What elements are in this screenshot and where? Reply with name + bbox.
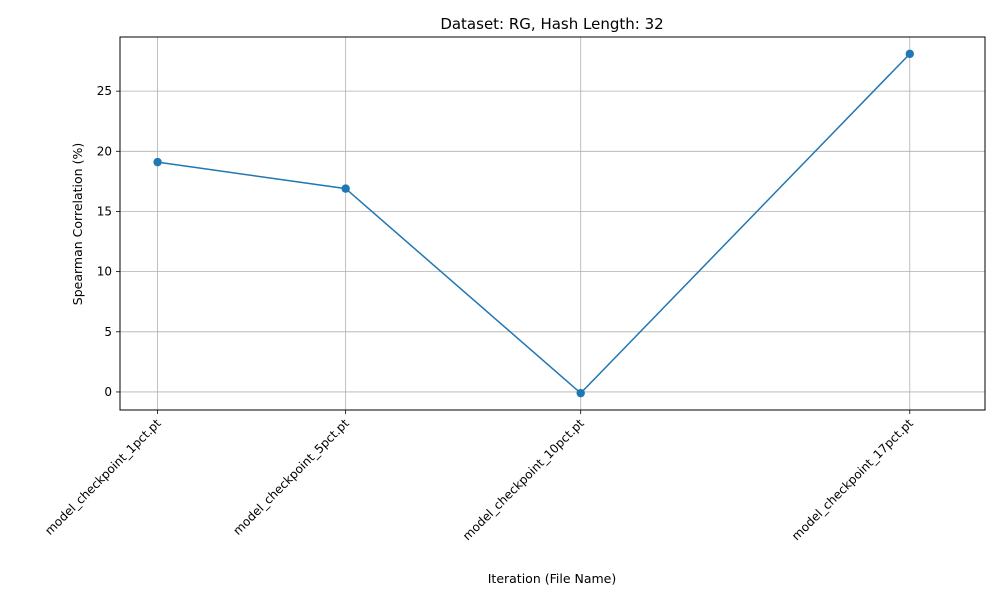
chart-title: Dataset: RG, Hash Length: 32: [440, 15, 663, 33]
data-point-2: [576, 388, 585, 398]
y-tick-label-1: 5: [104, 325, 112, 339]
series-layer: [153, 49, 914, 398]
y-axis-label: Spearman Correlation (%): [70, 143, 85, 305]
axes-frame: [119, 36, 986, 411]
y-tick-label-4: 20: [97, 144, 112, 158]
grid-layer: [120, 37, 985, 410]
y-tick-label-5: 25: [97, 84, 112, 98]
data-point-0: [153, 157, 162, 167]
y-tick-label-3: 15: [97, 204, 112, 218]
y-tick-label-0: 0: [104, 385, 112, 399]
x-axis-label: Iteration (File Name): [488, 571, 617, 586]
y-tick-label-2: 10: [97, 265, 112, 279]
data-point-1: [341, 184, 350, 193]
series-line: [157, 53, 911, 395]
data-point-3: [905, 49, 914, 59]
